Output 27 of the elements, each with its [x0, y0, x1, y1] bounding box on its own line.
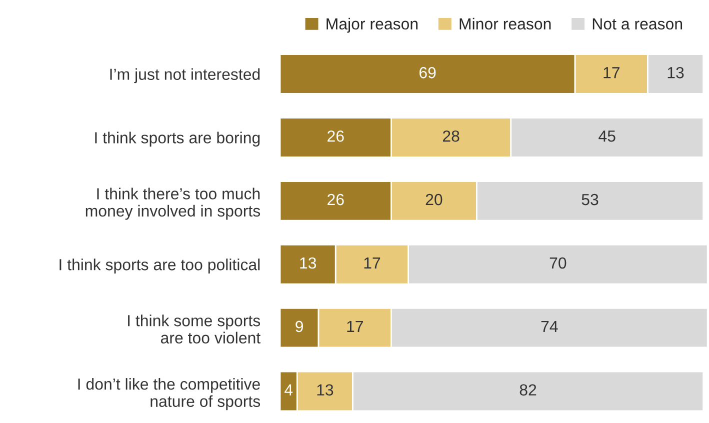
- legend-label: Major reason: [326, 18, 418, 33]
- data-label: 28: [442, 130, 460, 142]
- y-tick-label: I think some sports are too violent: [128, 314, 260, 344]
- data-label: 26: [328, 194, 344, 206]
- y-tick-label: I think sports are too political: [60, 258, 260, 274]
- data-label: 4: [284, 384, 293, 396]
- legend-label: Not a reason: [592, 18, 682, 30]
- data-label: 69: [419, 67, 436, 78]
- data-label: 17: [604, 67, 620, 78]
- data-label: 13: [668, 67, 684, 78]
- data-label: 20: [426, 194, 442, 206]
- y-tick-label: I think sports are boring: [95, 132, 260, 147]
- data-label: 45: [598, 130, 616, 142]
- y-tick-label: I don’t like the competitive nature of sports: [78, 378, 260, 410]
- data-label: 13: [317, 384, 334, 396]
- data-label: 70: [550, 257, 566, 269]
- legend-label: Minor reason: [460, 18, 551, 30]
- y-tick-label: I think there’s too much money involved in sports: [86, 188, 260, 220]
- data-label: 82: [520, 384, 536, 396]
- data-label: 26: [328, 130, 344, 142]
- data-label: 13: [300, 257, 316, 269]
- data-label: 53: [582, 194, 598, 206]
- data-label: 17: [347, 320, 363, 332]
- data-label: 74: [541, 320, 558, 332]
- data-label: 17: [364, 258, 380, 269]
- data-label: 9: [296, 320, 303, 332]
- y-tick-label: I’m just not interested: [110, 68, 260, 84]
